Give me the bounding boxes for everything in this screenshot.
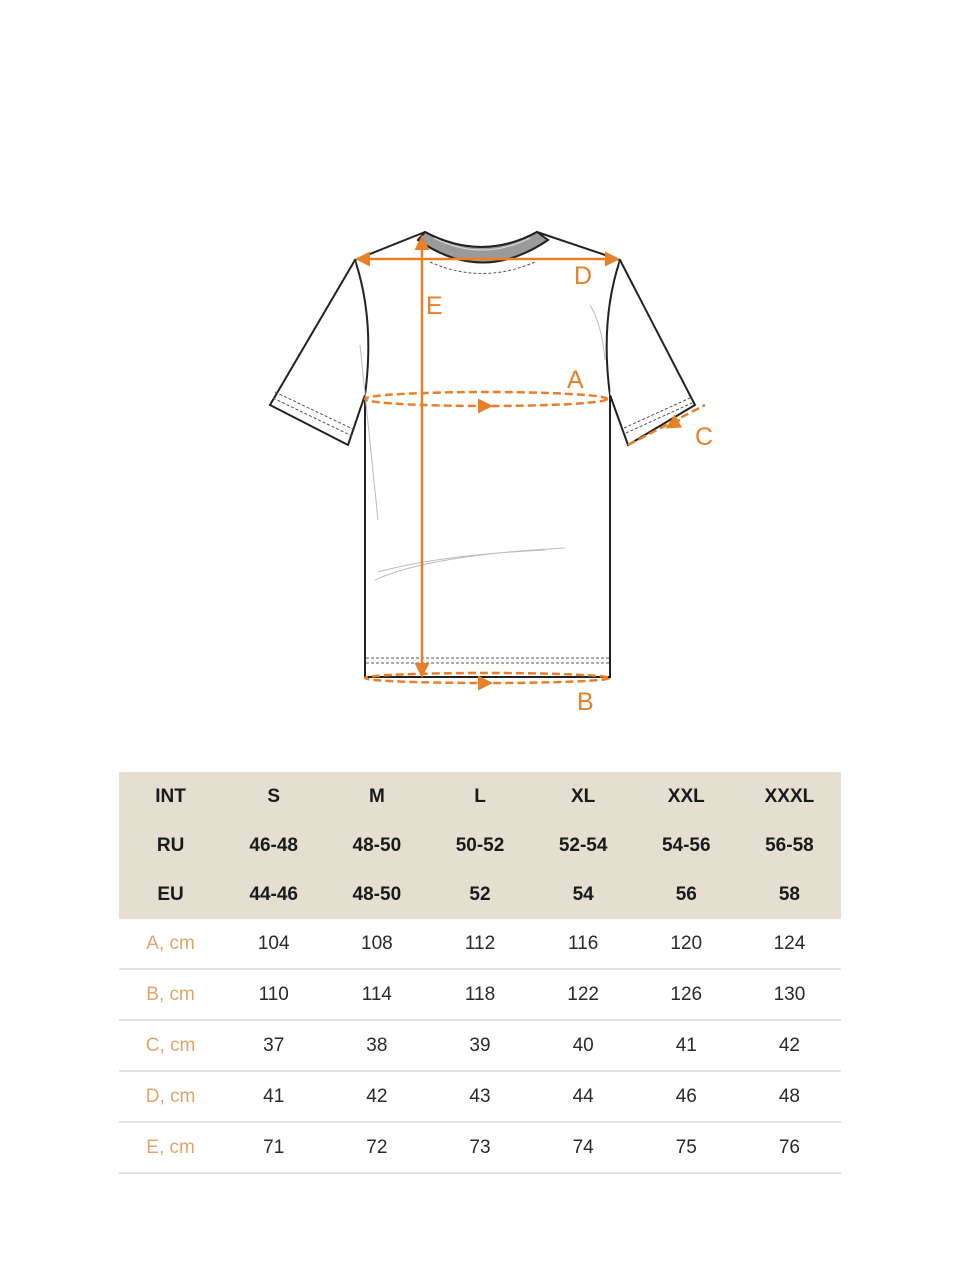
- row-label: C, cm: [119, 1020, 223, 1072]
- table-cell: 114: [325, 969, 429, 1021]
- row-label: A, cm: [119, 919, 223, 970]
- label-e: E: [426, 292, 443, 320]
- table-cell: 54: [531, 870, 635, 919]
- size-header-row: EU 44-46 48-50 52 54 56 58: [119, 870, 841, 919]
- table-cell: 41: [222, 1071, 326, 1123]
- table-cell: 52: [428, 870, 532, 919]
- measurement-row: D, cm 41 42 43 44 46 48: [119, 1071, 841, 1123]
- table-cell: 126: [634, 969, 738, 1021]
- table-cell: 58: [737, 870, 841, 919]
- table-cell: 46: [634, 1071, 738, 1123]
- table-cell: 48-50: [325, 821, 429, 870]
- table-cell: XXL: [634, 772, 738, 821]
- size-header-row: INT S M L XL XXL XXXL: [119, 772, 841, 821]
- table-cell: 76: [737, 1122, 841, 1174]
- table-cell: 72: [325, 1122, 429, 1174]
- measurement-row: E, cm 71 72 73 74 75 76: [119, 1122, 841, 1174]
- table-cell: 54-56: [634, 821, 738, 870]
- table-cell: 40: [531, 1020, 635, 1072]
- measurement-lines: [355, 235, 706, 691]
- table-cell: 42: [737, 1020, 841, 1072]
- table-cell: 37: [222, 1020, 326, 1072]
- row-label: D, cm: [119, 1071, 223, 1123]
- table-cell: 56: [634, 870, 738, 919]
- table-cell: 74: [531, 1122, 635, 1174]
- table-cell: 42: [325, 1071, 429, 1123]
- label-a: A: [567, 366, 584, 394]
- label-c: C: [695, 423, 713, 451]
- table-cell: 116: [531, 919, 635, 970]
- row-label: INT: [119, 772, 223, 821]
- table-cell: 118: [428, 969, 532, 1021]
- table-cell: 44-46: [222, 870, 326, 919]
- fold-lines: [359, 304, 606, 581]
- table-cell: 43: [428, 1071, 532, 1123]
- row-label: EU: [119, 870, 223, 919]
- table-cell: 41: [634, 1020, 738, 1072]
- table-cell: 48-50: [325, 870, 429, 919]
- table-cell: 75: [634, 1122, 738, 1174]
- table-cell: 48: [737, 1071, 841, 1123]
- tshirt-measurement-diagram: D E A C B: [268, 230, 713, 716]
- label-b: B: [577, 688, 594, 716]
- table-cell: 46-48: [222, 821, 326, 870]
- table-cell: 108: [325, 919, 429, 970]
- table-cell: 110: [222, 969, 326, 1021]
- table-cell: 104: [222, 919, 326, 970]
- table-cell: 39: [428, 1020, 532, 1072]
- table-cell: 56-58: [737, 821, 841, 870]
- table-cell: 52-54: [531, 821, 635, 870]
- table-cell: XXXL: [737, 772, 841, 821]
- label-d: D: [574, 262, 592, 290]
- measurement-row: A, cm 104 108 112 116 120 124: [119, 919, 841, 970]
- size-table: INT S M L XL XXL XXXL RU 46-48 48-50 50-52 52-54 54-…: [119, 772, 841, 1174]
- row-label: E, cm: [119, 1122, 223, 1174]
- table-cell: M: [325, 772, 429, 821]
- measurement-row: B, cm 110 114 118 122 126 130: [119, 969, 841, 1021]
- tshirt-outline: [268, 230, 697, 678]
- table-cell: 44: [531, 1071, 635, 1123]
- row-label: B, cm: [119, 969, 223, 1021]
- table-cell: 122: [531, 969, 635, 1021]
- table-cell: 50-52: [428, 821, 532, 870]
- row-label: RU: [119, 821, 223, 870]
- table-cell: 112: [428, 919, 532, 970]
- table-cell: XL: [531, 772, 635, 821]
- table-cell: 124: [737, 919, 841, 970]
- table-cell: S: [222, 772, 326, 821]
- measurement-row: C, cm 37 38 39 40 41 42: [119, 1020, 841, 1072]
- table-cell: 130: [737, 969, 841, 1021]
- table-cell: 38: [325, 1020, 429, 1072]
- table-cell: 120: [634, 919, 738, 970]
- size-header-row: RU 46-48 48-50 50-52 52-54 54-56 56-58: [119, 821, 841, 870]
- table-cell: 73: [428, 1122, 532, 1174]
- table-cell: 71: [222, 1122, 326, 1174]
- table-cell: L: [428, 772, 532, 821]
